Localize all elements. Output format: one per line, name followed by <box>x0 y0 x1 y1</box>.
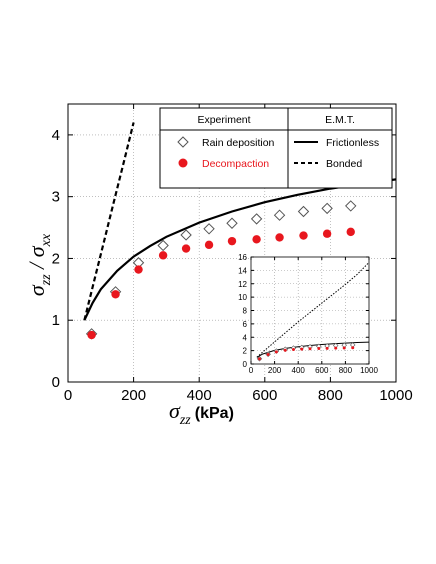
y-axis-symbol-1: σ <box>24 284 49 296</box>
y-axis-subscript-1: zz <box>39 274 54 286</box>
legend-header-emt: E.M.T. <box>325 114 355 126</box>
point-decompaction <box>181 244 191 253</box>
point-decompaction <box>134 265 143 274</box>
main-y-tick-labels: 0 1 2 3 4 <box>52 127 60 391</box>
legend-label-decompaction: Decompaction <box>202 158 269 170</box>
point-decompaction <box>325 346 329 350</box>
point-rain-deposition <box>297 205 310 218</box>
point-decompaction <box>346 227 355 237</box>
point-rain-deposition <box>345 200 357 212</box>
x-axis-label: σzz (kPa) <box>169 398 234 428</box>
point-rain-deposition <box>226 217 238 229</box>
point-decompaction <box>334 346 338 350</box>
point-rain-deposition <box>273 209 286 221</box>
x-tick-label: 0 <box>64 387 72 404</box>
point-decompaction <box>291 348 295 352</box>
y-tick-label: 14 <box>238 266 247 275</box>
y-tick-label: 10 <box>238 293 247 302</box>
point-decompaction <box>283 348 287 352</box>
point-decompaction <box>111 290 120 299</box>
point-rain-deposition <box>321 202 333 215</box>
main-data-points <box>85 200 357 340</box>
y-tick-label: 0 <box>243 360 248 369</box>
y-tick-label: 2 <box>243 347 248 356</box>
point-decompaction <box>252 235 261 244</box>
inset-y-tick-labels: 0 2 4 6 8 10 12 14 16 <box>238 253 247 369</box>
y-axis-subscript-2: xx <box>39 233 54 247</box>
point-rain-deposition <box>157 239 169 252</box>
y-tick-label: 3 <box>52 189 60 206</box>
point-decompaction <box>300 347 304 351</box>
point-decompaction <box>275 233 284 242</box>
inset-chart: 0 200 400 600 800 1000 0 2 4 6 8 10 12 14 16 <box>238 253 378 375</box>
series-line-bonded <box>83 122 135 321</box>
legend-circle-marker <box>178 158 188 168</box>
legend-diamond-marker <box>177 136 189 148</box>
y-tick-label: 2 <box>52 250 60 267</box>
y-tick-label: 8 <box>243 307 248 316</box>
y-tick-label: 16 <box>238 253 247 262</box>
main-tick-marks <box>67 104 397 383</box>
x-tick-label: 200 <box>268 366 282 375</box>
x-tick-label: 0 <box>249 366 254 375</box>
point-decompaction <box>257 357 261 361</box>
point-decompaction <box>204 240 214 250</box>
point-rain-deposition <box>180 229 192 241</box>
x-tick-label: 1000 <box>360 366 378 375</box>
legend-label-rain-deposition: Rain deposition <box>202 137 275 149</box>
point-decompaction <box>266 353 270 357</box>
point-decompaction <box>299 231 308 240</box>
legend-label-frictionless: Frictionless <box>326 137 379 149</box>
point-decompaction <box>351 346 355 350</box>
x-axis-symbol: σ <box>169 398 181 423</box>
y-tick-label: 4 <box>52 127 60 144</box>
x-tick-label: 400 <box>292 366 306 375</box>
x-tick-label: 400 <box>187 387 212 404</box>
point-rain-deposition <box>203 223 215 235</box>
main-x-tick-labels: 0 200 400 600 800 1000 <box>64 387 413 404</box>
series-line-frictionless <box>83 178 396 321</box>
y-tick-label: 1 <box>52 312 60 329</box>
y-tick-label: 0 <box>52 374 60 391</box>
inset-data-points <box>256 342 356 362</box>
point-rain-deposition <box>250 213 263 225</box>
x-tick-label: 600 <box>315 366 329 375</box>
x-tick-label: 800 <box>339 366 353 375</box>
point-decompaction <box>317 347 321 351</box>
x-axis-subscript: zz <box>179 413 191 428</box>
y-axis-label: σzz / σxx <box>24 233 54 296</box>
inset-tick-marks <box>250 256 370 365</box>
legend-label-bonded: Bonded <box>326 158 362 170</box>
point-decompaction <box>158 251 168 260</box>
point-decompaction <box>322 229 332 238</box>
x-tick-label: 800 <box>318 387 343 404</box>
legend: Experiment E.M.T. Rain deposition Decomp… <box>159 107 393 189</box>
inset-x-tick-labels: 0 200 400 600 800 1000 <box>249 366 379 375</box>
series-line-bonded <box>256 262 369 358</box>
main-plot-frame <box>67 103 397 383</box>
x-tick-label: 600 <box>252 387 277 404</box>
point-decompaction <box>227 236 237 246</box>
x-tick-label: 200 <box>121 387 146 404</box>
y-axis-symbol-2: σ <box>24 245 49 257</box>
point-decompaction <box>87 330 96 340</box>
y-axis-separator: / <box>24 257 49 274</box>
main-model-lines <box>83 122 396 321</box>
point-decompaction <box>308 347 312 351</box>
x-axis-unit: (kPa) <box>195 405 234 422</box>
point-decompaction <box>274 350 278 354</box>
y-tick-label: 12 <box>238 280 247 289</box>
y-tick-label: 4 <box>243 333 248 342</box>
y-tick-label: 6 <box>243 320 248 329</box>
legend-header-experiment: Experiment <box>197 114 250 126</box>
point-decompaction <box>342 346 346 350</box>
legend-box <box>159 107 393 189</box>
x-tick-label: 1000 <box>379 387 412 404</box>
